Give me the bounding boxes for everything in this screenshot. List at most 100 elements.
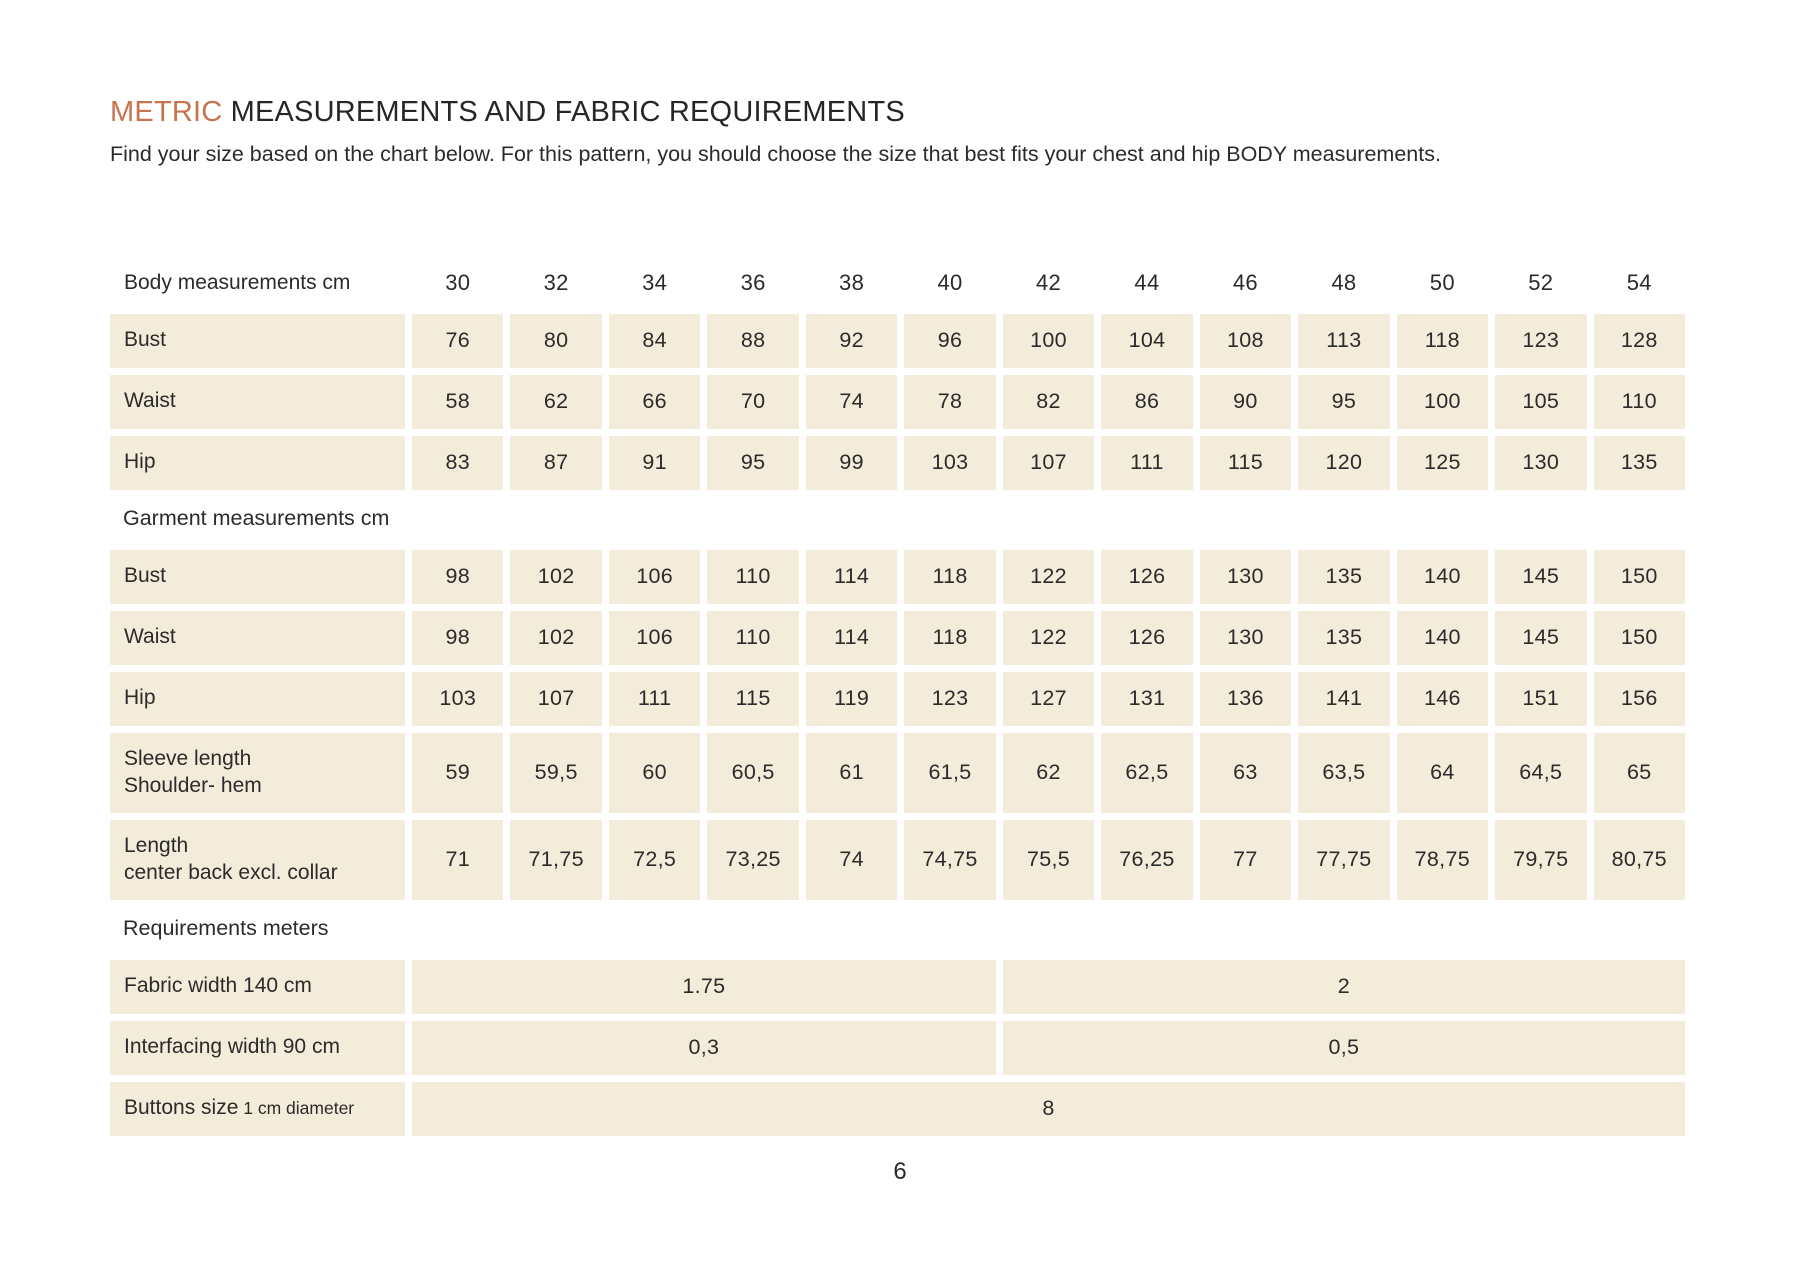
row-label-line: center back excl. collar (124, 860, 338, 884)
value-cell: 150 (1593, 610, 1685, 665)
size-column-header: 46 (1232, 269, 1258, 295)
value-cell: 80 (510, 313, 602, 368)
value-cell: 60,5 (707, 732, 799, 813)
value-cell: 74 (805, 374, 898, 429)
value-cell: 58 (412, 374, 504, 429)
size-column-header: 42 (1035, 269, 1062, 295)
value-cell: 146 (1396, 671, 1489, 726)
row-label-line: Waist (124, 389, 176, 413)
merged-value-cell: 8 (412, 1081, 1685, 1136)
value-cell: 130 (1495, 435, 1587, 490)
value-cell: 110 (707, 610, 799, 665)
table-row: Fabric width 140 cm 1.75 2 (110, 959, 1685, 1014)
row-label: Length center back excl. collar (110, 819, 405, 900)
value-cell: 64 (1396, 732, 1489, 813)
row-label-line: Hip (124, 450, 156, 474)
size-header-label: Body measurements cm (124, 270, 351, 294)
value-cell: 71 (412, 819, 504, 900)
value-cell: 122 (1002, 549, 1095, 604)
value-cell: 66 (608, 374, 701, 429)
value-cell: 123 (1495, 313, 1587, 368)
value-cell: 104 (1101, 313, 1193, 368)
value-cell: 78 (904, 374, 996, 429)
row-label-line: Bust (124, 328, 167, 352)
merged-value-cell: 1.75 (412, 959, 996, 1014)
size-column-header: 44 (1134, 269, 1160, 295)
value-cell: 60 (608, 732, 701, 813)
value-cell: 106 (608, 610, 701, 665)
value-cell: 118 (904, 549, 996, 604)
value-cell: 63 (1199, 732, 1292, 813)
value-cell: 92 (805, 313, 898, 368)
value-cell: 78,75 (1396, 819, 1489, 900)
table-row: Length center back excl. collar 71 71,75 72,… (110, 819, 1685, 900)
row-label-line: Fabric width 140 cm (124, 973, 405, 999)
value-cell: 59 (412, 732, 504, 813)
merged-value-cell: 0,5 (1002, 1020, 1685, 1075)
row-label-line: Hip (124, 686, 156, 710)
row-label: Hip (110, 435, 405, 490)
table-row: Bust 76 80 84 88 92 96 100 104 108 113 118 123 128 (110, 313, 1685, 368)
value-cell: 145 (1495, 549, 1587, 604)
value-cell: 90 (1199, 374, 1292, 429)
row-label: Waist (110, 610, 405, 665)
value-cell: 76,25 (1101, 819, 1193, 900)
size-column-header: 50 (1429, 269, 1455, 295)
value-cell: 73,25 (707, 819, 799, 900)
size-column-header: 36 (740, 269, 766, 295)
table-row: Waist 58 62 66 70 74 78 82 86 90 95 100 105 110 (110, 374, 1685, 429)
table-row: Interfacing width 90 cm 0,3 0,5 (110, 1020, 1685, 1075)
row-label: Interfacing width 90 cm (110, 1020, 405, 1075)
measurement-table: Body measurements cm 30 32 34 36 38 40 42 44 46 48… (110, 262, 1685, 1136)
value-cell: 76 (412, 313, 504, 368)
value-cell: 62 (1002, 732, 1095, 813)
row-label: Sleeve length Shoulder- hem (110, 732, 405, 813)
value-cell: 131 (1101, 671, 1193, 726)
row-label: Fabric width 140 cm (110, 959, 405, 1014)
value-cell: 88 (707, 313, 799, 368)
row-label: Buttons size 1 cm diameter (110, 1081, 405, 1136)
value-cell: 135 (1593, 435, 1685, 490)
value-cell: 79,75 (1495, 819, 1587, 900)
table-row: Buttons size 1 cm diameter 8 (110, 1081, 1685, 1136)
garment-section-label: Garment measurements cm (123, 506, 390, 531)
size-column-header: 38 (839, 269, 865, 295)
row-label: Waist (110, 374, 405, 429)
value-cell: 77,75 (1298, 819, 1390, 900)
value-cell: 135 (1298, 549, 1390, 604)
value-cell: 84 (608, 313, 701, 368)
value-cell: 102 (510, 549, 602, 604)
garment-measurements-rows: Bust 98 102 106 110 114 118 122 126 130 135 140 145 1… (110, 549, 1685, 900)
value-cell: 108 (1199, 313, 1292, 368)
value-cell: 114 (805, 610, 898, 665)
value-cell: 63,5 (1298, 732, 1390, 813)
intro-text: Find your size based on the chart below.… (110, 142, 1441, 166)
value-cell: 95 (1298, 374, 1390, 429)
value-cell: 106 (608, 549, 701, 604)
table-row: Bust 98 102 106 110 114 118 122 126 130 135 140 145 1… (110, 549, 1685, 604)
value-cell: 123 (904, 671, 996, 726)
size-column-header: 30 (445, 269, 471, 295)
value-cell: 130 (1199, 549, 1292, 604)
row-label: Hip (110, 671, 405, 726)
page-title-highlight: METRIC (110, 96, 223, 128)
row-label-line: Shoulder- hem (124, 773, 262, 797)
value-cell: 135 (1298, 610, 1390, 665)
size-header-row: Body measurements cm 30 32 34 36 38 40 42 44 46 48… (110, 262, 1685, 304)
page-number: 6 (893, 1157, 907, 1185)
value-cell: 77 (1199, 819, 1292, 900)
value-cell: 111 (608, 671, 701, 726)
value-cell: 75,5 (1002, 819, 1095, 900)
value-cell: 98 (412, 549, 504, 604)
row-label-line: Bust (124, 564, 167, 588)
value-cell: 100 (1396, 374, 1489, 429)
value-cell: 105 (1495, 374, 1587, 429)
value-cell: 87 (510, 435, 602, 490)
value-cell: 111 (1101, 435, 1193, 490)
value-cell: 64,5 (1495, 732, 1587, 813)
value-cell: 83 (412, 435, 504, 490)
value-cell: 62,5 (1101, 732, 1193, 813)
value-cell: 103 (904, 435, 996, 490)
size-column-header: 32 (543, 269, 569, 295)
size-column-header: 52 (1528, 269, 1554, 295)
